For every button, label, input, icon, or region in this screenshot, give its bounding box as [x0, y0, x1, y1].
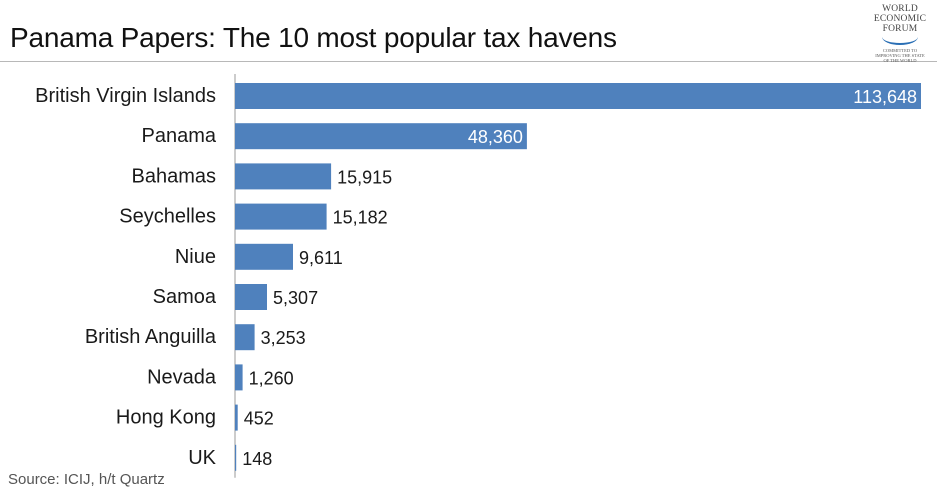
value-label: 1,260 [249, 368, 294, 388]
bar [235, 83, 921, 109]
value-label: 9,611 [299, 248, 343, 268]
logo-line-2: ECONOMIC [873, 14, 927, 24]
title-divider [0, 61, 937, 62]
value-label: 5,307 [273, 288, 318, 308]
category-label: Seychelles [119, 206, 216, 228]
value-label: 3,253 [261, 328, 306, 348]
category-label: Nevada [147, 366, 217, 388]
category-label: Samoa [153, 286, 217, 308]
category-label: British Anguilla [85, 326, 217, 348]
value-label: 48,360 [468, 127, 523, 147]
logo-line-1: WORLD [882, 4, 918, 14]
bar [235, 404, 238, 431]
wef-logo: WORLD ECONOMIC FORUM COMMITTED TO IMPROV… [868, 3, 932, 63]
value-label: 452 [244, 409, 274, 429]
category-label: Niue [175, 246, 216, 268]
category-label: Bahamas [132, 165, 217, 187]
source-note: Source: ICIJ, h/t Quartz [8, 471, 165, 488]
bar [235, 364, 243, 391]
bar [235, 444, 237, 471]
value-label: 148 [242, 449, 272, 469]
bar [235, 203, 327, 230]
value-label: 15,182 [333, 208, 388, 228]
logo-tagline-3: OF THE WORLD [883, 58, 917, 63]
value-label: 15,915 [337, 167, 392, 187]
bar [235, 243, 293, 270]
logo-tagline-1: COMMITTED TO [882, 48, 918, 53]
value-label: 113,648 [853, 87, 917, 107]
bar [235, 123, 527, 150]
bar [235, 324, 255, 351]
category-label: British Virgin Islands [35, 85, 216, 107]
logo-tagline-2: IMPROVING THE STATE [875, 53, 925, 58]
category-label: UK [188, 447, 216, 469]
bar [235, 163, 332, 190]
category-label: Hong Kong [116, 407, 216, 429]
chart-title: Panama Papers: The 10 most popular tax h… [10, 22, 617, 53]
logo-arc-icon [882, 29, 918, 45]
bar [235, 284, 267, 310]
category-label: Panama [142, 125, 217, 147]
